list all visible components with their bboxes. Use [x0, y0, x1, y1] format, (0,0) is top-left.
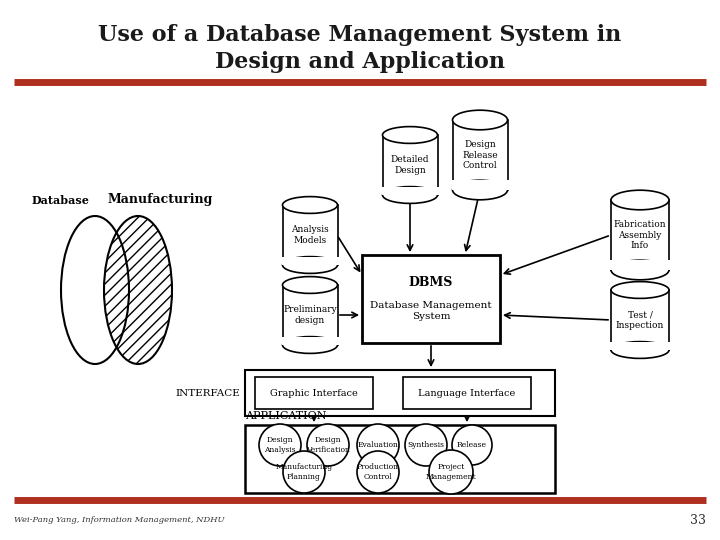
Ellipse shape [382, 187, 438, 204]
Text: Synthesis: Synthesis [408, 441, 444, 449]
Text: Database Management
System: Database Management System [370, 301, 492, 321]
Ellipse shape [382, 126, 438, 144]
Ellipse shape [611, 260, 669, 280]
Circle shape [357, 451, 399, 493]
Bar [610, 342, 670, 350]
Text: APPLICATION: APPLICATION [245, 411, 326, 421]
Bar [362, 255, 500, 343]
Bar [452, 120, 508, 190]
Bar [282, 256, 338, 265]
Ellipse shape [611, 281, 669, 299]
Bar [382, 135, 438, 195]
Text: INTERFACE: INTERFACE [175, 388, 240, 397]
Text: Production
Control: Production Control [357, 463, 399, 481]
Text: Graphic Interface: Graphic Interface [270, 388, 358, 397]
Circle shape [307, 424, 349, 466]
Circle shape [283, 451, 325, 493]
Ellipse shape [282, 336, 338, 353]
Text: Design
Release
Control: Design Release Control [462, 140, 498, 170]
Text: Evaluation: Evaluation [358, 441, 398, 449]
Text: Database: Database [31, 194, 89, 206]
Bar [382, 187, 438, 195]
Ellipse shape [611, 190, 669, 210]
Text: Detailed
Design: Detailed Design [391, 156, 429, 175]
Circle shape [259, 424, 301, 466]
Text: DBMS: DBMS [409, 276, 453, 289]
Bar [282, 336, 338, 345]
Ellipse shape [452, 180, 508, 200]
Bar [255, 377, 373, 409]
Ellipse shape [282, 276, 338, 293]
Text: Manufacturing: Manufacturing [107, 193, 212, 206]
Ellipse shape [282, 256, 338, 273]
Text: Language Interface: Language Interface [418, 388, 516, 397]
Ellipse shape [282, 197, 338, 213]
Bar [403, 377, 531, 409]
Bar [451, 180, 508, 190]
Text: Use of a Database Management System in: Use of a Database Management System in [99, 24, 621, 46]
Text: Design
Analysis: Design Analysis [264, 436, 296, 454]
Text: Design
Verification: Design Verification [306, 436, 350, 454]
Ellipse shape [104, 216, 172, 364]
Bar [245, 425, 555, 493]
Text: Fabrication
Assembly
Info: Fabrication Assembly Info [613, 220, 666, 250]
Ellipse shape [611, 342, 669, 359]
Circle shape [357, 424, 399, 466]
Bar [611, 290, 669, 350]
Ellipse shape [452, 110, 508, 130]
Bar [245, 370, 555, 416]
Text: Design and Application: Design and Application [215, 51, 505, 73]
Text: Preliminary
design: Preliminary design [283, 305, 337, 325]
Text: Project
Management: Project Management [426, 463, 477, 481]
Text: Manufacturing
Planning: Manufacturing Planning [276, 463, 333, 481]
Text: Release: Release [457, 441, 487, 449]
Bar [282, 285, 338, 345]
Circle shape [452, 425, 492, 465]
Bar [611, 200, 669, 270]
Text: Wei-Pang Yang, Information Management, NDHU: Wei-Pang Yang, Information Management, N… [14, 516, 225, 524]
Bar [282, 205, 338, 265]
Bar [610, 260, 670, 270]
Circle shape [429, 450, 473, 494]
Text: Test /
Inspection: Test / Inspection [616, 310, 664, 330]
Text: Analysis
Models: Analysis Models [291, 225, 329, 245]
Circle shape [405, 424, 447, 466]
Text: 33: 33 [690, 514, 706, 526]
